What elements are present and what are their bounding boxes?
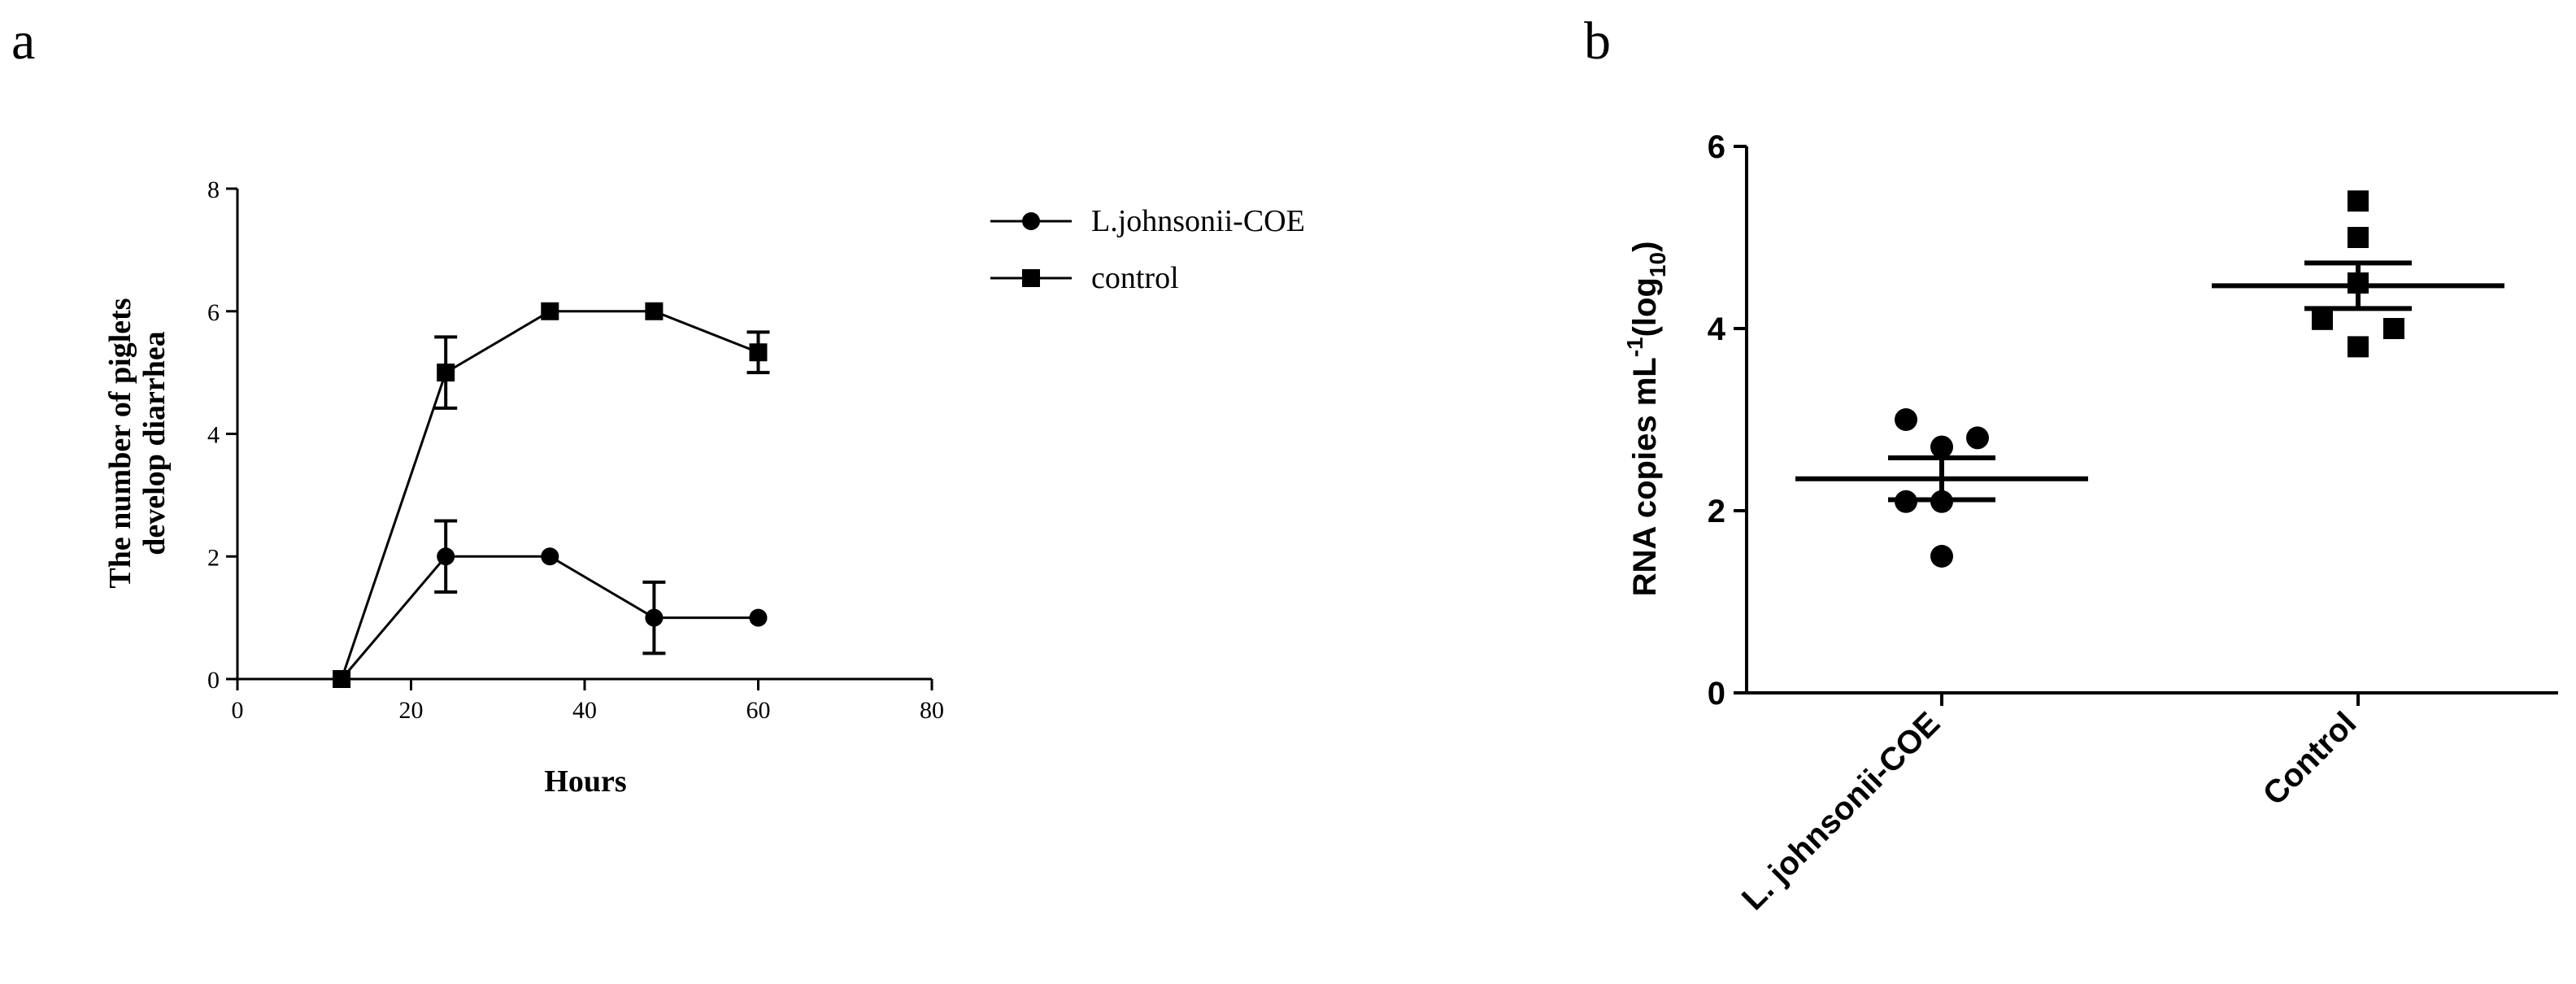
y-axis-label-line: The number of piglets (103, 298, 137, 588)
data-point (645, 608, 664, 627)
y-tick-label: 0 (1708, 676, 1725, 712)
y-tick-label: 2 (207, 544, 220, 571)
group-circle (1795, 408, 2088, 568)
y-tick-label: 6 (207, 299, 220, 326)
series-circle (333, 519, 768, 688)
data-point (2348, 227, 2369, 248)
panel-label-a: a (11, 11, 35, 71)
series-line (340, 555, 759, 680)
ylabel-close: ) (1627, 242, 1663, 252)
data-point (749, 343, 768, 362)
y-tick-label: 8 (207, 176, 220, 203)
data-point (2312, 308, 2333, 330)
category-label: L. johnsonii-COE (1735, 705, 1947, 917)
data-point (541, 547, 559, 566)
panel-a-legend: L.johnsonii-COE control (990, 204, 1305, 295)
category-label: Control (2256, 705, 2364, 812)
data-point (541, 302, 559, 320)
data-point (2348, 336, 2369, 358)
data-point (645, 302, 664, 320)
legend-item: L.johnsonii-COE (990, 204, 1305, 238)
data-point (1930, 435, 1953, 459)
x-tick-label: 0 (232, 697, 244, 724)
legend-marker (1022, 269, 1040, 287)
panel-b: 0 2 4 6 L. johnsonii-COE Control RNA copies … (1622, 129, 2558, 917)
legend-label: control (1091, 261, 1179, 295)
y-axis-label-line: develop diarrhea (137, 331, 172, 555)
panel-a: 0 20 40 60 80 0 2 4 6 8 Hours The number of pigl… (103, 176, 1305, 799)
y-tick-label: 6 (1708, 129, 1725, 165)
panel-b-category-labels: L. johnsonii-COE Control (1735, 693, 2364, 917)
panel-a-y-ticks: 0 2 4 6 8 (207, 176, 237, 694)
legend-label: L.johnsonii-COE (1091, 204, 1305, 238)
panel-a-y-axis-label: The number of pigletsdevelop diarrhea (103, 298, 172, 588)
panel-b-axes (1745, 146, 2558, 694)
panel-b-groups (1795, 190, 2504, 568)
panel-a-axes (236, 189, 932, 681)
y-tick-label: 2 (1708, 494, 1725, 529)
x-tick-label: 60 (746, 697, 771, 724)
series-square (333, 302, 770, 688)
panel-a-x-ticks: 0 20 40 60 80 (232, 679, 944, 724)
data-point (749, 608, 768, 627)
legend-marker (1022, 212, 1040, 230)
y-tick-label: 4 (207, 422, 220, 449)
group-square (2212, 190, 2504, 358)
data-point (1895, 408, 1917, 431)
data-point (2348, 190, 2369, 212)
data-point (2383, 318, 2404, 339)
ylabel-open: (log (1627, 277, 1663, 337)
data-point (1966, 426, 1989, 450)
legend-item: control (990, 261, 1179, 295)
series-line (340, 310, 759, 680)
ylabel-main: RNA copies mL (1627, 357, 1663, 596)
data-point (1930, 545, 1953, 568)
panel-label-b: b (1584, 11, 1611, 71)
data-point (437, 364, 455, 382)
y-tick-label: 4 (1708, 311, 1726, 347)
x-tick-label: 20 (399, 697, 424, 724)
panel-a-x-axis-label: Hours (544, 764, 626, 799)
panel-b-y-ticks: 0 2 4 6 (1708, 129, 1747, 712)
y-tick-label: 0 (207, 667, 220, 694)
x-tick-label: 80 (920, 697, 944, 724)
x-tick-label: 40 (572, 697, 597, 724)
panel-b-y-axis-label: RNA copies mL-1(log10) (1622, 242, 1670, 597)
data-point (333, 670, 351, 688)
data-point (437, 547, 455, 566)
ylabel-superscript: -1 (1622, 337, 1647, 357)
panel-a-series (333, 302, 770, 688)
ylabel-subscript: 10 (1645, 252, 1670, 277)
